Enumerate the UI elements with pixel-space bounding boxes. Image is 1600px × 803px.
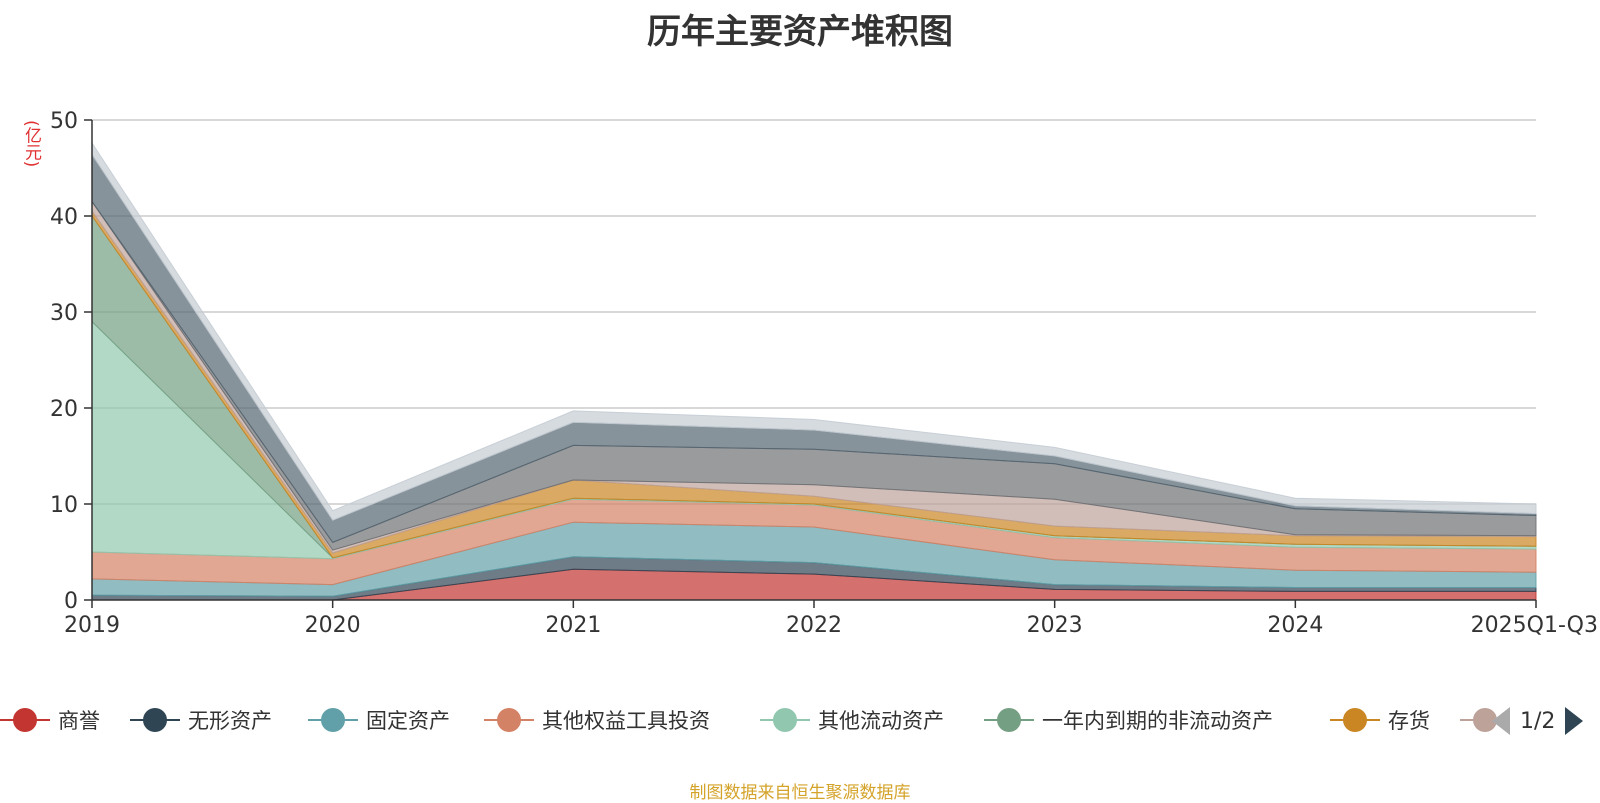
x-tick-label: 2022: [786, 613, 842, 638]
stacked-area-chart: 0 10 20 30 40 50 2019 2020 2021 2022 2023 2024 2025Q…: [50, 109, 1598, 638]
legend-pager: 1/2: [1488, 704, 1587, 738]
y-tick-label: 0: [64, 589, 78, 614]
area-series: [91, 141, 1537, 521]
y-tick-label: 50: [50, 109, 78, 134]
x-tick-label: 2019: [64, 613, 120, 638]
legend-symbol-dot: [13, 708, 37, 732]
legend-item[interactable]: 存货: [1330, 702, 1430, 738]
x-tick-label: 2023: [1027, 613, 1083, 638]
legend-symbol-dot: [497, 708, 521, 732]
legend-label: 存货: [1388, 709, 1430, 733]
legend-symbol-dot: [321, 708, 345, 732]
legend-prev-page-button[interactable]: [1488, 704, 1514, 738]
legend-item[interactable]: 一年内到期的非流动资产: [984, 702, 1273, 738]
legend: 商誉 无形资产 固定资产 其他权益工具投资 其他流动资产 一年内到期的非流动资产 存货: [0, 702, 1600, 742]
y-tick-label: 20: [50, 397, 78, 422]
y-tick-label: 40: [50, 205, 78, 230]
legend-next-page-button[interactable]: [1561, 704, 1587, 738]
legend-label: 固定资产: [366, 709, 450, 733]
legend-label: 其他流动资产: [818, 709, 944, 733]
legend-symbol-icon: [760, 708, 810, 732]
legend-item[interactable]: 其他流动资产: [760, 702, 944, 738]
legend-symbol-dot: [1473, 708, 1497, 732]
x-tick-label: 2025Q1-Q3: [1471, 613, 1598, 638]
legend-symbol-icon: [1330, 708, 1380, 732]
legend-symbol-dot: [997, 708, 1021, 732]
legend-item[interactable]: 商誉: [0, 702, 100, 738]
legend-label: 一年内到期的非流动资产: [1042, 709, 1273, 733]
legend-label: 其他权益工具投资: [542, 709, 710, 733]
data-source-note: 制图数据来自恒生聚源数据库: [689, 783, 911, 803]
y-tick-label: 30: [50, 301, 78, 326]
legend-symbol-icon: [484, 708, 534, 732]
legend-symbol-dot: [1343, 708, 1367, 732]
legend-symbol-dot: [143, 708, 167, 732]
legend-symbol-icon: [308, 708, 358, 732]
x-tick-label: 2020: [305, 613, 361, 638]
legend-symbol-icon: [130, 708, 180, 732]
legend-symbol-icon: [984, 708, 1034, 732]
legend-page-indicator: 1/2: [1520, 708, 1556, 734]
legend-symbol-dot: [773, 708, 797, 732]
area-series: [91, 141, 1537, 601]
legend-label: 无形资产: [188, 709, 272, 733]
chart-title: 历年主要资产堆积图: [647, 12, 953, 52]
y-tick-label: 10: [50, 493, 78, 518]
legend-item[interactable]: 无形资产: [130, 702, 272, 738]
legend-label: 商誉: [58, 709, 100, 733]
y-axis-unit-label: (亿元): [21, 120, 41, 168]
legend-item[interactable]: 固定资产: [308, 702, 450, 738]
legend-item[interactable]: 其他权益工具投资: [484, 702, 710, 738]
x-tick-label: 2024: [1267, 613, 1323, 638]
legend-symbol-icon: [0, 708, 50, 732]
x-tick-label: 2021: [545, 613, 601, 638]
axes: 0 10 20 30 40 50 2019 2020 2021 2022 2023 2024 2025Q…: [50, 109, 1598, 638]
